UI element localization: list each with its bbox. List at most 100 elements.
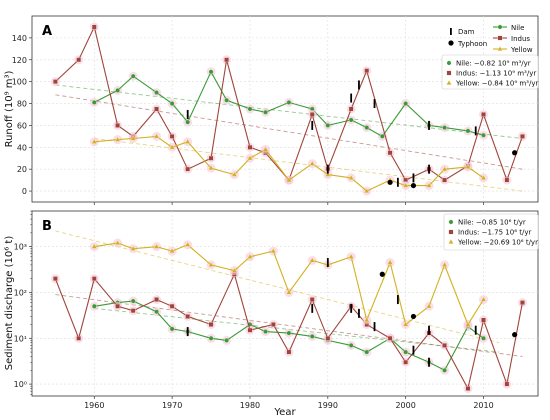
y-tick-label: 10³ xyxy=(14,243,27,252)
yellow-trendline xyxy=(55,230,500,344)
panel-b-letter: B xyxy=(42,219,52,234)
nile-point xyxy=(169,326,175,332)
y-tick-label: 0 xyxy=(22,187,27,196)
yellow-legend-point xyxy=(497,45,503,51)
dam-legend-icon xyxy=(450,28,452,35)
dam-marker xyxy=(326,164,329,174)
panel-b-y-axis-label: Sediment discharge (10⁶ t) xyxy=(4,236,15,371)
indus-point xyxy=(481,317,486,323)
yellow-point xyxy=(426,182,432,188)
indus-point xyxy=(442,343,447,348)
yellow-series xyxy=(89,131,489,196)
y-tick-label: 10² xyxy=(14,288,27,297)
panel-a-x-ticks xyxy=(93,202,484,205)
panel-a-series xyxy=(50,22,527,196)
indus-point xyxy=(76,335,82,341)
indus-point xyxy=(504,381,510,387)
yellow-point xyxy=(402,182,409,188)
indus-point xyxy=(442,177,447,183)
nile-trend-legend-point xyxy=(448,219,454,225)
yellow-point xyxy=(426,303,432,309)
dam-marker xyxy=(428,164,430,174)
yellow-point xyxy=(480,296,487,302)
indus-point xyxy=(185,166,191,172)
yellow-point xyxy=(465,163,471,169)
yellow-point xyxy=(363,316,370,323)
indus-point xyxy=(286,349,292,355)
nile-point xyxy=(481,132,486,138)
dam-marker xyxy=(358,80,360,90)
indus-point xyxy=(224,57,229,63)
dam-marker xyxy=(186,109,189,119)
indus-point xyxy=(465,386,471,391)
typhoon-marker xyxy=(410,182,417,189)
panel-a-events xyxy=(186,80,518,189)
nile-point xyxy=(403,101,409,106)
yellow-trend-legend-label: Yellow: −0.84 10⁹ m³/yr xyxy=(455,80,538,88)
indus-point xyxy=(309,112,315,117)
panel-a-series-legend: Nile Indus Yellow xyxy=(493,24,533,54)
indus-point xyxy=(247,144,253,150)
indus-point xyxy=(348,106,354,112)
yellow-point xyxy=(114,136,121,142)
typhoon-marker xyxy=(512,332,518,338)
x-tick-label: 2010 xyxy=(473,401,493,410)
x-tick-label: 1960 xyxy=(84,401,104,410)
nile-point xyxy=(185,119,191,125)
x-tick-label: 2000 xyxy=(395,401,415,410)
nile-point xyxy=(115,88,120,93)
dam-marker xyxy=(186,327,189,337)
dam-marker xyxy=(358,308,360,318)
yellow-point xyxy=(208,164,214,171)
yellow-point xyxy=(324,171,331,177)
dam-marker xyxy=(474,126,477,136)
yellow-point xyxy=(309,257,316,263)
nile-point xyxy=(403,349,409,355)
typhoon-marker xyxy=(410,313,417,320)
indus-point xyxy=(520,300,525,305)
dam-marker xyxy=(428,325,430,335)
nile-point xyxy=(208,69,214,75)
yellow-legend-label: Yellow xyxy=(510,46,533,54)
nile-point xyxy=(465,128,471,134)
nile-point xyxy=(442,125,447,130)
nile-point xyxy=(286,100,292,105)
y-tick-label: 10¹ xyxy=(14,334,27,343)
nile-point xyxy=(247,106,253,112)
nile-point xyxy=(154,309,159,315)
nile-point xyxy=(224,338,229,343)
yellow-point xyxy=(169,144,175,150)
yellow-point xyxy=(153,133,160,139)
indus-point xyxy=(208,155,214,161)
nile-point xyxy=(364,125,370,130)
y-tick-label: 140 xyxy=(12,34,27,43)
y-tick-label: 20 xyxy=(17,165,27,174)
yellow-point xyxy=(309,160,316,166)
yellow-point xyxy=(247,253,253,259)
x-tick-label: 1970 xyxy=(162,401,182,410)
nile-point xyxy=(91,303,97,309)
panel-a-trend-legend-box xyxy=(441,54,539,90)
panel-a-letter: A xyxy=(42,24,52,39)
yellow-point xyxy=(231,267,238,273)
yellow-point xyxy=(286,177,292,183)
indus-point xyxy=(247,327,253,333)
indus-point xyxy=(325,335,331,341)
yellow-point xyxy=(91,243,98,249)
dam-marker xyxy=(350,93,353,103)
panel-a-trendlines xyxy=(55,84,523,192)
nile-series xyxy=(89,67,489,141)
dam-marker xyxy=(311,303,314,313)
yellow-point xyxy=(270,247,277,254)
indus-legend-point xyxy=(497,35,503,41)
yellow-point xyxy=(130,245,137,251)
indus-trendline xyxy=(55,94,523,170)
typhoon-legend-icon xyxy=(448,40,454,46)
nile-point xyxy=(325,123,331,128)
nile-point xyxy=(481,335,486,341)
yellow-point xyxy=(153,243,160,249)
indus-point xyxy=(309,297,315,302)
nile-point xyxy=(263,109,268,115)
indus-point xyxy=(504,177,510,183)
panel-a-trend-legend: Nile: −0.82 10⁹ m³/yr Indus: −1.13 10⁹ m³… xyxy=(441,54,539,90)
